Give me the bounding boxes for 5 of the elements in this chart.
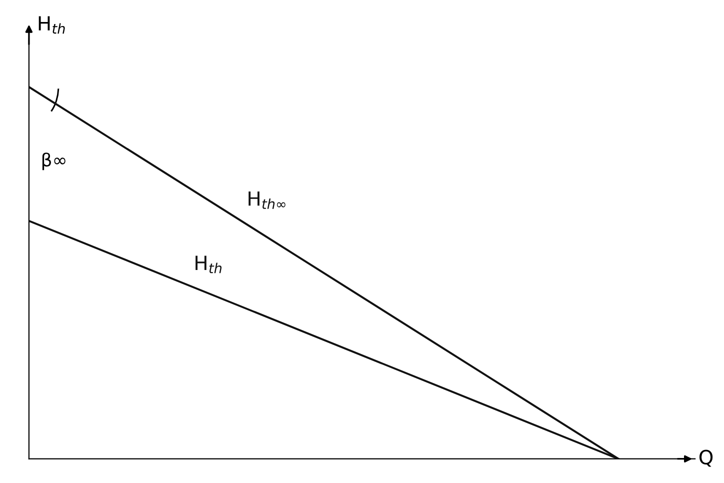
series-label: H$_{th}$ (196, 256, 222, 274)
series-label: H$_{th∞}$ (248, 192, 286, 209)
annotation: β∞ (42, 152, 66, 170)
x-axis-title: Q (699, 450, 713, 467)
y-axis-title: H$_{th}$ (38, 16, 65, 34)
